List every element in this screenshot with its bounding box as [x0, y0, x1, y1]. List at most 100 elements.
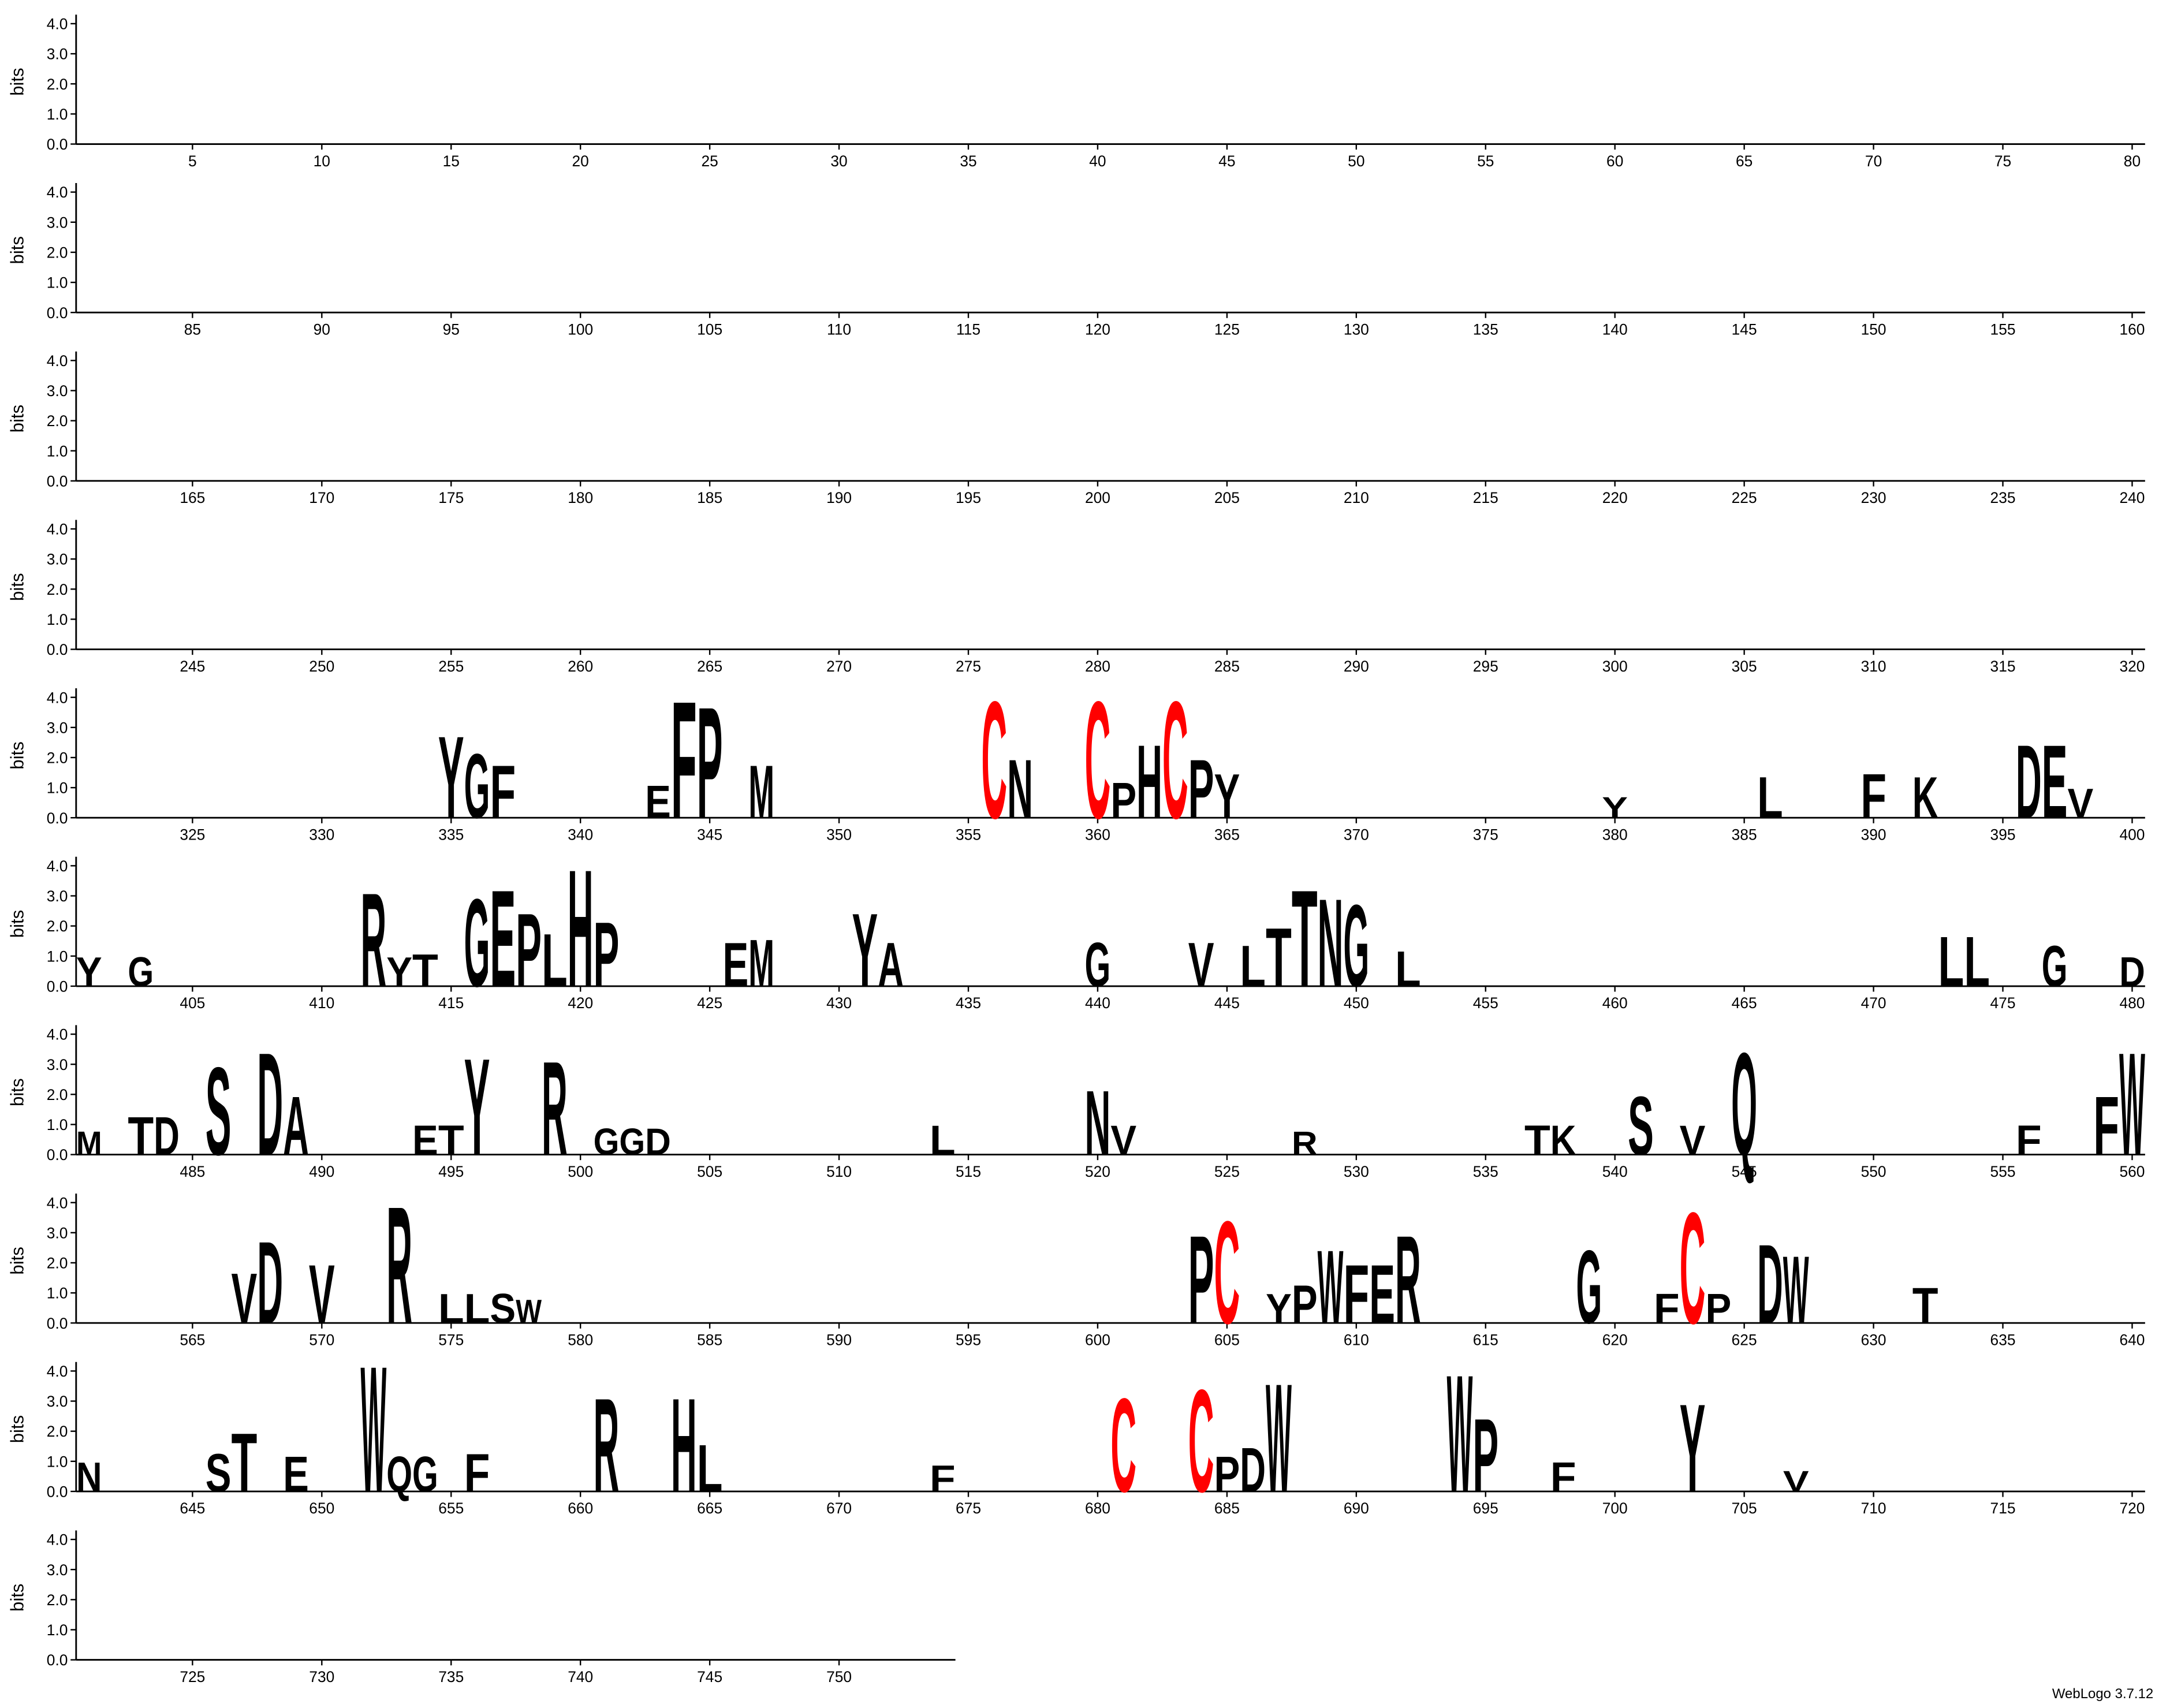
logo-letter: P [1214, 1447, 1240, 1502]
y-tick-label: 2.0 [47, 918, 68, 935]
x-tick-label: 225 [1732, 489, 1757, 506]
x-tick-label: 740 [568, 1668, 593, 1685]
x-tick-label: 445 [1214, 994, 1240, 1012]
x-tick-label: 45 [1218, 152, 1235, 170]
x-tick-label: 155 [1990, 321, 2016, 338]
logo-letter: Y [76, 949, 102, 995]
logo-letter: P [594, 903, 620, 1006]
logo-letter: D [1240, 1435, 1266, 1505]
logo-letter: D [154, 1106, 180, 1166]
x-tick-label: 165 [180, 489, 205, 506]
y-axis-label: bits [8, 68, 28, 95]
x-tick-label: 180 [568, 489, 593, 506]
x-tick-label: 570 [309, 1332, 334, 1349]
logo-letter: A [878, 930, 904, 1000]
logo-letter: S [206, 1443, 232, 1504]
logo-letter: P [697, 675, 723, 852]
logo-letter: P [1188, 1210, 1214, 1350]
logo-letter: P [1472, 1396, 1498, 1513]
logo-letter: S [206, 1042, 232, 1182]
logo-letter: E [723, 930, 749, 1000]
y-tick-label: 0.0 [47, 136, 68, 153]
logo-letter: R [360, 865, 386, 1015]
logo-letter: F [1860, 761, 1886, 831]
x-tick-label: 195 [956, 489, 981, 506]
logo-letter: E [645, 776, 671, 828]
logo-letter: G [464, 872, 490, 1013]
logo-letter: Y [1214, 762, 1240, 831]
x-tick-label: 560 [2119, 1163, 2145, 1180]
logo-letter: C [1110, 1370, 1136, 1520]
logo-letter: C [1188, 1360, 1214, 1523]
x-tick-label: 650 [309, 1500, 334, 1517]
logo-letter: N [1007, 742, 1033, 836]
x-tick-label: 255 [438, 658, 464, 675]
x-tick-label: 620 [1602, 1332, 1628, 1349]
logo-letter: C [1162, 667, 1188, 854]
x-tick-label: 15 [443, 152, 460, 170]
y-tick-label: 2.0 [47, 244, 68, 262]
x-tick-label: 265 [697, 658, 722, 675]
x-tick-label: 530 [1344, 1163, 1369, 1180]
x-tick-label: 395 [1990, 826, 2016, 844]
x-tick-label: 315 [1990, 658, 2016, 675]
x-tick-label: 235 [1990, 489, 2016, 506]
x-tick-label: 320 [2119, 658, 2145, 675]
x-tick-label: 105 [697, 321, 722, 338]
x-tick-label: 730 [309, 1668, 334, 1685]
logo-letter: P [1705, 1285, 1731, 1332]
logo-letter: A [283, 1079, 309, 1172]
y-tick-label: 3.0 [47, 46, 68, 63]
x-tick-label: 555 [1990, 1163, 2016, 1180]
logo-letter: S [1628, 1079, 1654, 1173]
x-tick-label: 680 [1085, 1500, 1110, 1517]
y-axis-label: bits [8, 910, 28, 938]
x-tick-label: 380 [1602, 826, 1628, 844]
logo-letter: L [438, 1286, 464, 1332]
logo-letter: G [1576, 1229, 1602, 1345]
x-tick-label: 725 [180, 1668, 205, 1685]
x-tick-label: 585 [697, 1332, 722, 1349]
logo-letter: V [309, 1247, 335, 1341]
logo-letter: F [1654, 1286, 1680, 1332]
logo-letter: C [1680, 1180, 1706, 1358]
logo-letter: F [930, 1457, 956, 1500]
y-axis-label: bits [8, 1247, 28, 1274]
logo-letter: F [1343, 1248, 1369, 1341]
x-tick-label: 420 [568, 994, 593, 1012]
logo-letter: R [386, 1172, 412, 1359]
y-tick-label: 1.0 [47, 780, 68, 797]
x-tick-label: 660 [568, 1500, 593, 1517]
x-tick-label: 535 [1473, 1163, 1498, 1180]
x-tick-label: 695 [1473, 1500, 1498, 1517]
logo-letter: T [438, 1117, 464, 1163]
x-tick-label: 600 [1085, 1332, 1110, 1349]
x-tick-label: 325 [180, 826, 205, 844]
y-axis-label: bits [8, 1078, 28, 1106]
logo-letter: G [2042, 934, 2068, 999]
logo-letter: F [1550, 1454, 1576, 1500]
logo-letter: F [464, 1442, 490, 1503]
y-tick-label: 2.0 [47, 412, 68, 430]
logo-letter: L [1240, 933, 1266, 998]
x-tick-label: 110 [827, 321, 851, 338]
y-tick-label: 2.0 [47, 1086, 68, 1103]
logo-letter: K [1912, 765, 1938, 830]
x-tick-label: 675 [956, 1500, 981, 1517]
y-tick-label: 4.0 [47, 521, 68, 538]
x-tick-label: 510 [826, 1163, 852, 1180]
logo-letter: H [671, 1370, 697, 1520]
y-axis-label: bits [8, 236, 28, 264]
y-tick-label: 3.0 [47, 1056, 68, 1073]
logo-letter: W [1783, 1236, 1809, 1343]
x-tick-label: 405 [180, 994, 205, 1012]
logo-letter: G [1085, 930, 1111, 1000]
y-tick-label: 4.0 [47, 689, 68, 706]
y-tick-label: 4.0 [47, 1194, 68, 1211]
logo-letter: V [232, 1259, 258, 1339]
x-tick-label: 205 [1214, 489, 1240, 506]
logo-letter: G [594, 1121, 620, 1163]
x-tick-label: 90 [314, 321, 330, 338]
x-tick-label: 450 [1344, 994, 1369, 1012]
x-tick-label: 580 [568, 1332, 593, 1349]
